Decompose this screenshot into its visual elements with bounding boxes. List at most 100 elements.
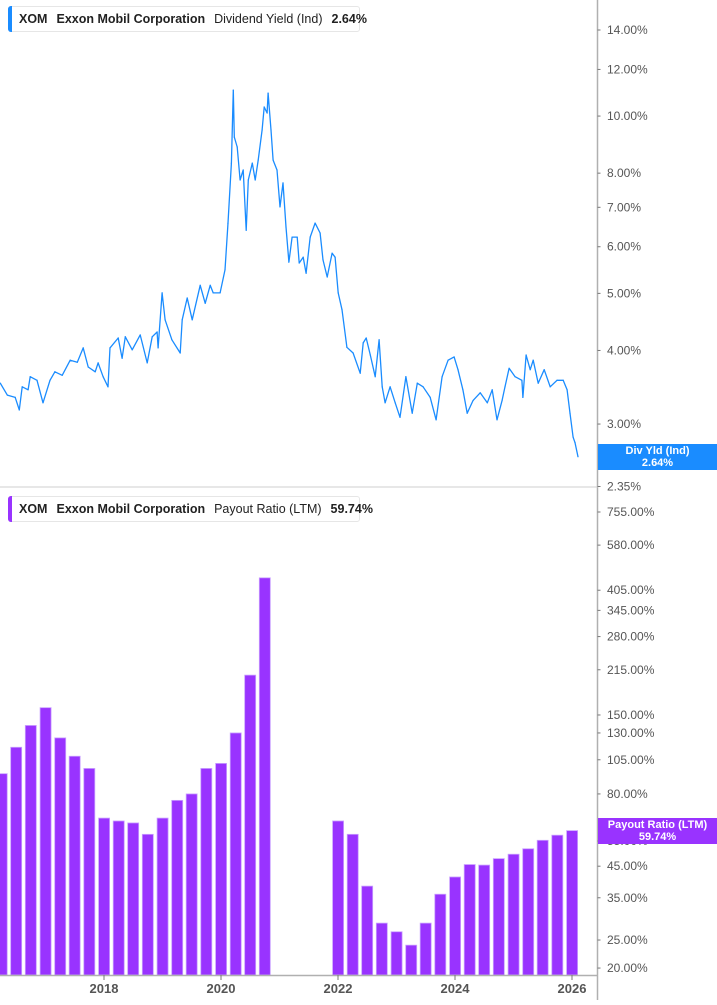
- yield-point: [146, 362, 148, 364]
- yield-point: [549, 386, 551, 388]
- payout-bar: [54, 737, 67, 976]
- yield-point: [121, 357, 123, 359]
- legend-ticker: XOM: [19, 502, 48, 516]
- yield-point: [242, 169, 244, 171]
- yield-point: [447, 359, 449, 361]
- yield-point: [117, 337, 119, 339]
- y-tick-label: 35.00%: [607, 891, 648, 905]
- y-tick-label: 580.00%: [607, 538, 655, 552]
- yield-point: [6, 394, 8, 396]
- y-tick-label: 10.00%: [607, 109, 648, 123]
- y-tick-label: 4.00%: [607, 343, 641, 357]
- yield-point: [537, 382, 539, 384]
- y-tick-label: 3.00%: [607, 417, 641, 431]
- yield-point: [233, 136, 235, 138]
- yield-point: [326, 276, 328, 278]
- top-legend[interactable]: XOM Exxon Mobil Corporation Dividend Yie…: [8, 6, 367, 32]
- payout-bar: [522, 848, 535, 976]
- yield-point: [462, 389, 464, 391]
- yield-point: [514, 376, 516, 378]
- yield-point: [27, 389, 29, 391]
- payout-bar: [361, 885, 374, 976]
- x-tick-label: 2024: [441, 981, 471, 996]
- yield-point: [164, 319, 166, 321]
- payout-bar: [185, 793, 198, 976]
- payout-bar: [112, 820, 125, 976]
- yield-point: [131, 349, 133, 351]
- y-tick-label: 12.00%: [607, 62, 648, 76]
- yield-point: [501, 399, 503, 402]
- y-tick-label: 20.00%: [607, 961, 648, 975]
- payout-bar: [346, 833, 359, 976]
- payout-bar: [244, 674, 257, 976]
- bottom-legend[interactable]: XOM Exxon Mobil Corporation Payout Ratio…: [8, 496, 373, 522]
- payout-bar: [419, 922, 432, 976]
- yield-point: [574, 442, 576, 444]
- y-tick-label: 2.35%: [607, 480, 641, 494]
- yield-point: [291, 236, 293, 238]
- yield-point: [422, 386, 424, 388]
- yield-point: [359, 372, 361, 374]
- yield-point: [508, 367, 510, 369]
- yield-point: [302, 256, 304, 258]
- yield-point: [285, 226, 287, 228]
- legend-value: 59.74%: [330, 502, 373, 516]
- payout-bar: [258, 577, 271, 976]
- yield-point: [322, 259, 324, 261]
- yield-point: [191, 319, 193, 321]
- yield-point: [279, 206, 281, 208]
- y-tick-label: 14.00%: [607, 23, 648, 37]
- y-tick-label: 345.00%: [607, 603, 655, 617]
- yield-point: [270, 129, 272, 131]
- yield-point: [251, 162, 253, 164]
- payout-bar: [229, 732, 242, 976]
- payout-ratio-plot: [0, 577, 578, 976]
- payout-bar: [375, 922, 388, 976]
- yield-point: [276, 169, 278, 171]
- yield-point: [496, 419, 498, 421]
- yield-point: [18, 409, 20, 411]
- legend-company: Exxon Mobil Corporation: [56, 12, 206, 26]
- payout-bar: [478, 864, 491, 976]
- yield-point: [556, 379, 558, 381]
- yield-point: [212, 292, 214, 294]
- yield-point: [224, 269, 226, 271]
- yield-point: [36, 379, 38, 381]
- yield-point: [107, 386, 109, 388]
- yield-point: [14, 396, 16, 398]
- yield-point: [124, 336, 126, 338]
- yield-point: [179, 352, 181, 354]
- yield-point: [384, 402, 386, 404]
- yield-point: [49, 379, 51, 381]
- yield-point: [486, 402, 488, 404]
- yield-point: [566, 389, 568, 391]
- payout-bar: [536, 839, 549, 976]
- yield-point: [156, 331, 158, 333]
- payout-value-tag: Payout Ratio (LTM) 59.74%: [598, 818, 717, 844]
- yield-point: [491, 389, 493, 391]
- yield-point: [305, 272, 307, 274]
- yield-point: [261, 129, 263, 131]
- payout-bar: [405, 944, 418, 976]
- yield-point: [82, 347, 84, 349]
- yield-point: [21, 386, 23, 388]
- yield-point: [267, 92, 269, 94]
- yield-point: [298, 262, 300, 264]
- yield-point: [429, 396, 431, 398]
- yield-point: [309, 236, 311, 238]
- payout-bar: [10, 746, 23, 976]
- yield-point: [232, 89, 234, 91]
- y-tick-label: 25.00%: [607, 933, 648, 947]
- yield-point: [334, 256, 336, 258]
- yield-point: [94, 371, 96, 373]
- payout-bar: [507, 853, 520, 976]
- yield-point: [453, 356, 455, 358]
- yield-point: [282, 182, 284, 184]
- yield-point: [139, 334, 141, 336]
- yield-point: [61, 374, 63, 376]
- yield-point: [0, 382, 1, 384]
- yield-point: [479, 392, 481, 394]
- yield-point: [254, 179, 256, 181]
- dividend-yield-line: [0, 89, 579, 457]
- y-tick-label: 80.00%: [607, 787, 648, 801]
